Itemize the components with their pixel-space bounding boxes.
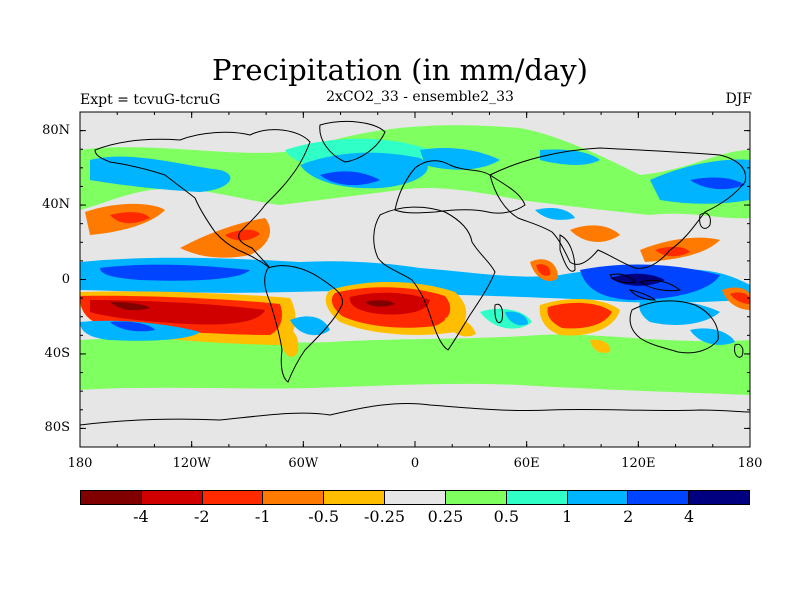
precip-region xyxy=(655,246,690,257)
coastline-indonesia xyxy=(609,273,682,301)
lon-tick-label: 120W xyxy=(172,456,211,471)
coastline-south-america xyxy=(264,265,344,383)
colorbar-swatch xyxy=(202,491,264,504)
precip-region xyxy=(570,225,620,242)
precip-region xyxy=(420,148,500,170)
coastline-north-america xyxy=(94,129,311,269)
colorbar-label: 2 xyxy=(623,507,634,526)
coastline-new-zealand xyxy=(734,343,744,358)
experiment-label: Expt = tcvuG-tcruG xyxy=(80,92,221,108)
colorbar-swatch xyxy=(385,491,446,504)
colorbar-label: -1 xyxy=(254,507,271,526)
coastline-europe xyxy=(394,160,526,214)
coastline-madagascar xyxy=(494,303,503,324)
lat-tick-label: 80N xyxy=(42,122,70,138)
lat-tick-label: 0 xyxy=(61,271,70,287)
precip-region xyxy=(180,218,270,258)
precip-region xyxy=(445,317,476,337)
coastline-antarctica xyxy=(80,402,750,426)
lon-tick-label: 0 xyxy=(410,456,420,471)
precip-region xyxy=(225,229,260,241)
lat-tick-label: 40N xyxy=(42,197,70,213)
precip-region xyxy=(535,207,575,220)
precip-region xyxy=(280,328,299,357)
colorbar-swatch xyxy=(628,491,690,504)
axis-ticks xyxy=(79,111,751,448)
precip-region xyxy=(505,311,528,326)
colorbar-label: 4 xyxy=(683,507,695,526)
chart-subtitle: 2xCO2_33 - ensemble2_33 xyxy=(326,89,514,105)
colorbar-label: 0.5 xyxy=(493,507,520,526)
precip-region xyxy=(730,292,750,304)
colorbar xyxy=(80,490,750,505)
colorbar-swatch xyxy=(567,491,629,504)
precip-region xyxy=(690,328,735,345)
coastline-africa xyxy=(373,206,496,351)
precip-region xyxy=(590,339,611,353)
colorbar-swatch xyxy=(263,491,325,504)
season-label: DJF xyxy=(725,91,752,107)
lon-tick-label: 60W xyxy=(288,456,319,471)
colorbar-label: -2 xyxy=(194,507,210,526)
precip-region xyxy=(90,156,231,192)
colorbar-swatch xyxy=(506,491,568,504)
colorbar-label: 0.25 xyxy=(427,507,464,526)
precip-region xyxy=(110,321,155,332)
colorbar-label: -4 xyxy=(133,507,149,526)
colorbar-swatch xyxy=(324,491,386,504)
lat-tick-label: 40S xyxy=(44,345,70,361)
coastlines xyxy=(80,120,750,426)
precip-region xyxy=(547,302,612,329)
precip-region xyxy=(365,300,395,307)
precip-field xyxy=(80,125,750,395)
coastline-japan xyxy=(699,212,711,229)
precip-region xyxy=(110,212,150,224)
precip-region xyxy=(536,264,551,276)
coastline-greenland xyxy=(319,120,386,163)
colorbar-swatch xyxy=(141,491,203,504)
colorbar-label: 1 xyxy=(562,507,573,526)
coastline-india xyxy=(559,234,576,272)
precip-region xyxy=(100,264,250,281)
lat-tick-label: 80S xyxy=(44,420,70,436)
coastline-asia xyxy=(489,147,747,269)
precip-region xyxy=(80,334,750,395)
precip-region xyxy=(80,257,750,303)
chart-title: Precipitation (in mm/day) xyxy=(212,53,588,87)
precip-region xyxy=(639,300,720,325)
lon-tick-label: 180 xyxy=(67,456,93,471)
lon-tick-label: 120E xyxy=(621,456,656,471)
lon-tick-label: 180 xyxy=(737,456,763,471)
precip-region xyxy=(290,316,330,336)
precip-region xyxy=(690,177,745,190)
colorbar-swatch xyxy=(689,491,749,504)
colorbar-label: -0.5 xyxy=(308,507,340,526)
lon-tick-label: 60E xyxy=(513,456,540,471)
coastline-australia xyxy=(629,300,719,354)
colorbar-swatch xyxy=(81,491,142,504)
colorbar-label: -0.25 xyxy=(364,507,406,526)
precip-region xyxy=(110,302,150,311)
precip-region xyxy=(320,171,380,186)
colorbar-swatch xyxy=(445,491,507,504)
